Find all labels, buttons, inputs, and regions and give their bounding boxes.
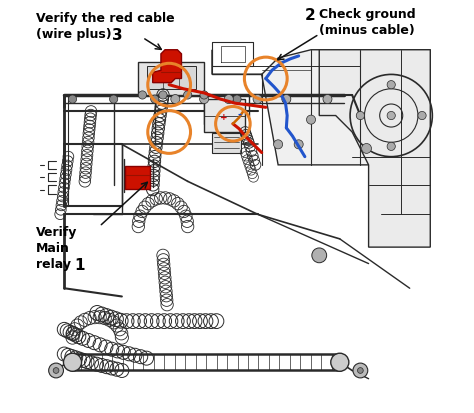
Circle shape xyxy=(353,363,368,378)
Circle shape xyxy=(387,81,395,90)
Text: Verify the red cable: Verify the red cable xyxy=(36,12,174,25)
Circle shape xyxy=(138,92,146,100)
Circle shape xyxy=(312,248,327,263)
Circle shape xyxy=(357,368,363,373)
Circle shape xyxy=(64,354,82,371)
Polygon shape xyxy=(319,51,430,247)
Text: Check ground: Check ground xyxy=(319,7,416,21)
Circle shape xyxy=(224,95,233,104)
Circle shape xyxy=(200,92,208,100)
Circle shape xyxy=(282,96,291,104)
Polygon shape xyxy=(212,51,430,166)
Text: +: + xyxy=(220,113,228,121)
Circle shape xyxy=(307,116,316,125)
Circle shape xyxy=(356,112,365,120)
FancyBboxPatch shape xyxy=(138,63,204,96)
Text: Verify: Verify xyxy=(36,225,77,238)
Circle shape xyxy=(68,96,77,104)
Circle shape xyxy=(387,143,395,151)
Circle shape xyxy=(171,95,180,104)
Circle shape xyxy=(159,92,167,100)
Circle shape xyxy=(49,363,64,378)
Circle shape xyxy=(183,92,192,100)
Circle shape xyxy=(233,96,241,104)
FancyBboxPatch shape xyxy=(146,67,196,90)
Circle shape xyxy=(418,112,426,120)
Text: 3: 3 xyxy=(111,28,122,43)
Circle shape xyxy=(53,368,59,373)
Text: (wire plus): (wire plus) xyxy=(36,28,111,41)
Circle shape xyxy=(294,140,303,150)
FancyBboxPatch shape xyxy=(204,100,245,133)
Text: Main: Main xyxy=(36,241,69,254)
Circle shape xyxy=(200,95,209,104)
Circle shape xyxy=(151,96,159,104)
Circle shape xyxy=(323,95,332,104)
Text: (minus cable): (minus cable) xyxy=(319,24,415,37)
Polygon shape xyxy=(153,51,182,83)
Text: 1: 1 xyxy=(74,258,85,273)
Circle shape xyxy=(109,96,118,104)
Circle shape xyxy=(323,96,332,104)
Circle shape xyxy=(253,95,262,104)
Circle shape xyxy=(282,95,291,104)
Circle shape xyxy=(387,112,395,120)
Circle shape xyxy=(362,144,372,154)
Text: 2: 2 xyxy=(305,7,316,22)
FancyBboxPatch shape xyxy=(212,133,241,153)
Text: -: - xyxy=(237,109,241,119)
Text: relay: relay xyxy=(36,258,71,271)
FancyBboxPatch shape xyxy=(125,166,150,189)
Circle shape xyxy=(331,354,349,371)
Circle shape xyxy=(273,140,283,150)
